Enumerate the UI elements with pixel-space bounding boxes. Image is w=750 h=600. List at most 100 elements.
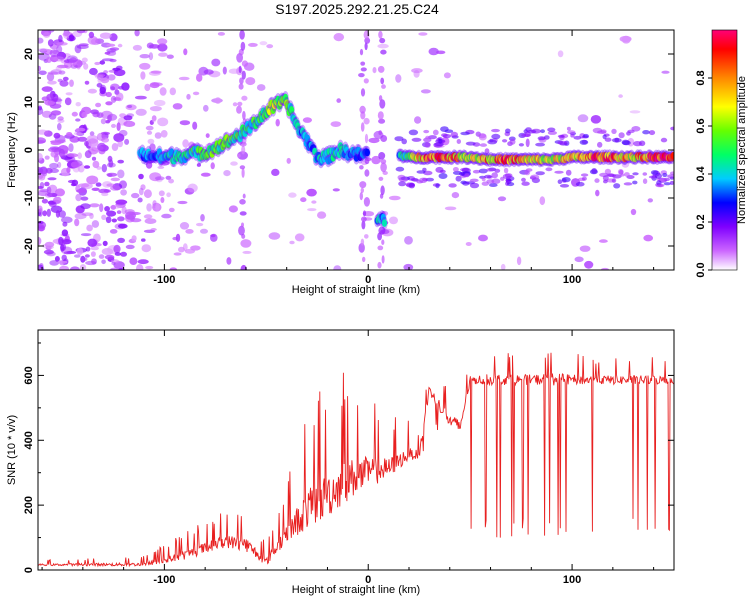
spectrogram-ridge-side xyxy=(582,133,589,138)
colorbar-tick-label: 0.8 xyxy=(695,70,707,85)
spectrogram-streak-blob xyxy=(360,61,366,66)
spectrogram-streak-blob xyxy=(238,225,245,236)
spectrogram-ridge-side xyxy=(567,130,576,135)
spectrogram-streak-blob xyxy=(378,30,383,39)
spectrogram-noise-blob xyxy=(138,173,144,180)
snr-ytick-label: 600 xyxy=(23,366,35,384)
spectrogram-ridge-side xyxy=(509,138,516,145)
spectrogram-ridge-side xyxy=(633,141,642,147)
spectrogram-ridge-side xyxy=(632,172,639,176)
spectrogram-ridge-side xyxy=(502,173,512,180)
spectrogram-noise-blob xyxy=(205,133,210,139)
spectrogram-noise-blob xyxy=(83,63,89,70)
spectrogram-noise-blob xyxy=(44,241,55,248)
spectrogram-streak-blob xyxy=(379,37,386,44)
spectrogram-ridge-side xyxy=(450,131,458,138)
spectrogram-noise-blob xyxy=(81,212,94,216)
spectrogram-noise-blob xyxy=(58,70,66,75)
spectrogram-noise-blob xyxy=(86,175,99,185)
spectrogram-noise-blob xyxy=(66,132,73,136)
spectrogram-noise-blob xyxy=(173,252,182,256)
spectrogram-noise-blob xyxy=(42,210,47,217)
spectrogram-noise-blob xyxy=(83,165,91,169)
spectrogram-streak-blob xyxy=(364,169,370,177)
spectrogram-noise-blob xyxy=(96,83,103,88)
spectrogram-noise-blob xyxy=(154,132,162,139)
spectrogram-ridge-side xyxy=(416,170,426,174)
spectrogram-ridge-side xyxy=(561,177,571,183)
spectrogram-noise-blob xyxy=(107,74,116,81)
snr-series-line xyxy=(38,352,674,568)
spectrogram-noise-blob xyxy=(230,161,238,166)
spectrogram-ridge-side xyxy=(486,168,496,172)
spectrogram-noise-blob xyxy=(102,240,108,247)
spectrogram-noise-blob xyxy=(50,141,61,146)
spectrogram-noise-blob xyxy=(50,69,62,75)
spectrogram-ridge-side xyxy=(503,167,509,174)
spectrogram-noise-blob xyxy=(71,111,78,117)
spectrogram-noise-blob xyxy=(497,196,507,202)
spectrogram-ridge-side xyxy=(540,129,545,134)
spectrogram-noise-blob xyxy=(76,131,85,137)
spectrogram-ridge-side xyxy=(535,171,545,176)
spectrogram-noise-blob xyxy=(38,264,45,270)
spectrogram-noise-blob xyxy=(500,263,506,270)
spectrogram-ridge-side xyxy=(425,177,434,182)
spectrogram-streak-blob xyxy=(237,153,241,158)
spectrogram-noise-blob xyxy=(159,87,167,96)
spectrogram-ridge-side xyxy=(395,166,405,172)
spectrogram-noise-blob xyxy=(38,48,49,52)
spectrogram-streak-blob xyxy=(378,95,383,102)
spectrogram-noise-blob xyxy=(91,220,100,228)
spectrogram-noise-blob xyxy=(100,77,110,84)
spectrogram-ridge-side xyxy=(575,181,585,187)
spectrogram-streak-blob xyxy=(239,199,246,205)
spectrogram-noise-blob xyxy=(146,130,153,135)
spectrogram-noise-blob xyxy=(71,179,79,186)
spectrogram-noise-blob xyxy=(45,167,53,174)
spectrogram-ridge-side xyxy=(527,129,537,134)
spectrogram-noise-blob xyxy=(93,73,106,77)
spectrogram-noise-blob xyxy=(134,95,147,100)
spectrogram-noise-blob xyxy=(311,200,317,204)
spectrogram-noise-blob xyxy=(117,159,124,164)
spectrogram-noise-blob xyxy=(107,155,113,162)
spectrogram-streak-blob xyxy=(363,117,370,125)
spectrogram-ridge-side xyxy=(394,136,404,142)
spectrogram-noise-blob xyxy=(240,239,252,248)
spectrogram-streak-blob xyxy=(380,185,385,196)
spectrogram-noise-blob xyxy=(77,183,90,188)
spectrogram-noise-blob xyxy=(111,261,116,265)
spectrogram-noise-blob xyxy=(577,114,589,123)
spectrogram-streak-blob xyxy=(241,222,244,228)
spectrogram-noise-blob xyxy=(42,170,48,177)
spectrogram-noise-blob xyxy=(58,236,64,246)
spectrogram-streak-blob xyxy=(364,133,369,144)
spectrogram-noise-blob xyxy=(137,197,143,203)
spectrogram-noise-blob xyxy=(38,140,46,144)
spectrogram-ridge-side xyxy=(669,171,674,175)
spectrogram-noise-blob xyxy=(203,104,209,112)
spectrogram-noise-blob xyxy=(99,60,106,65)
spectrogram-streak-blob xyxy=(377,261,382,269)
spectrogram-noise-blob xyxy=(106,210,117,217)
spectrogram-noise-blob xyxy=(138,187,144,196)
spectrogram-ridge-side xyxy=(622,140,631,146)
spectrogram-noise-blob xyxy=(203,69,214,75)
spectrogram-ridge-side xyxy=(398,176,409,182)
spectrogram-streak-blob xyxy=(360,238,365,246)
spectrogram-ridge-side xyxy=(448,183,457,188)
spectrogram-streak-blob xyxy=(239,211,247,216)
spectrogram-noise-blob xyxy=(106,172,118,177)
spectrogram-noise-blob xyxy=(110,267,120,270)
spectrogram-noise-blob xyxy=(149,143,156,151)
spectrogram-noise-blob xyxy=(525,138,530,148)
spectrogram-noise-blob xyxy=(75,193,82,202)
spectrogram-noise-blob xyxy=(196,73,203,82)
spectrogram-noise-blob xyxy=(86,134,99,144)
spectrogram-noise-blob xyxy=(200,172,211,177)
spectrogram-noise-blob xyxy=(139,62,151,70)
spectrogram-noise-blob xyxy=(75,127,86,132)
spectrogram-ridge-side xyxy=(642,178,648,184)
spectrogram-noise-blob xyxy=(104,254,115,260)
